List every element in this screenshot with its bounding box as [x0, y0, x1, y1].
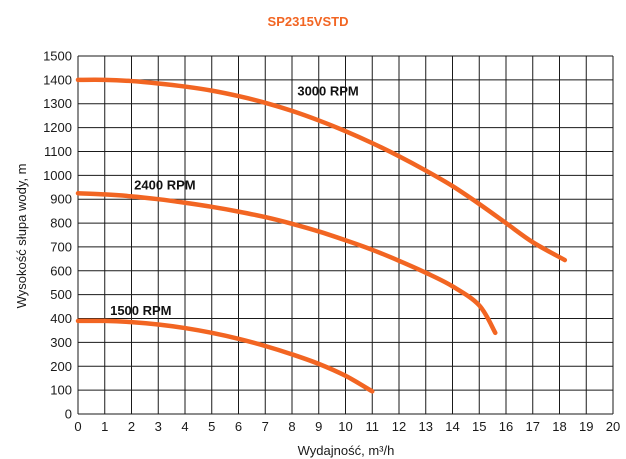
series-label-1500-rpm: 1500 RPM [110, 303, 171, 318]
chart-grid [77, 55, 614, 415]
y-tick-label: 1300 [43, 96, 72, 111]
y-tick-label: 600 [50, 263, 72, 278]
x-axis-ticks: 0 1 2 3 4 5 6 7 8 9 10 11 12 13 14 15 16 17 18 19 20 [74, 419, 620, 434]
x-tick-label: 8 [288, 419, 295, 434]
curve-1500-rpm [75, 318, 375, 394]
y-tick-label: 800 [50, 216, 72, 231]
curve-3000-rpm [75, 77, 568, 263]
x-tick-label: 14 [445, 419, 459, 434]
series-label-2400-rpm: 2400 RPM [134, 178, 195, 193]
x-tick-label: 13 [419, 419, 433, 434]
x-tick-label: 15 [472, 419, 486, 434]
x-tick-label: 3 [155, 419, 162, 434]
y-tick-label: 300 [50, 335, 72, 350]
x-tick-label: 7 [262, 419, 269, 434]
x-tick-label: 9 [315, 419, 322, 434]
y-tick-label: 1000 [43, 168, 72, 183]
x-tick-label: 10 [338, 419, 352, 434]
y-tick-label: 1400 [43, 72, 72, 87]
y-tick-label: 1500 [43, 49, 72, 64]
x-tick-label: 5 [208, 419, 215, 434]
x-tick-label: 18 [552, 419, 566, 434]
x-tick-label: 12 [392, 419, 406, 434]
y-tick-label: 1100 [44, 144, 72, 159]
series-labels: 3000 RPM 2400 RPM 1500 RPM [110, 83, 359, 318]
curve-2400-rpm [75, 190, 498, 336]
chart-title: SP2315VSTD [268, 14, 349, 29]
y-axis-label: Wysokość słupa wody, m [14, 164, 29, 309]
y-tick-label: 1200 [43, 120, 72, 135]
series-label-3000-rpm: 3000 RPM [297, 83, 358, 98]
x-tick-label: 20 [606, 419, 620, 434]
y-tick-label: 100 [50, 383, 72, 398]
x-tick-label: 2 [128, 419, 135, 434]
y-tick-label: 400 [50, 311, 72, 326]
y-tick-label: 700 [50, 239, 72, 254]
x-tick-label: 11 [366, 419, 380, 434]
x-tick-label: 19 [579, 419, 593, 434]
x-tick-label: 1 [101, 419, 108, 434]
x-tick-label: 16 [499, 419, 513, 434]
x-axis-label: Wydajność, m³/h [298, 443, 395, 458]
y-tick-label: 200 [50, 359, 72, 374]
x-tick-label: 4 [181, 419, 188, 434]
y-tick-label: 900 [50, 192, 72, 207]
y-tick-label: 500 [50, 287, 72, 302]
y-axis-ticks: 0 100 200 300 400 500 600 700 800 900 1000 1100 1200… [43, 49, 72, 422]
y-tick-label: 0 [65, 407, 72, 422]
curves [75, 77, 568, 394]
x-tick-label: 6 [235, 419, 242, 434]
x-tick-label: 0 [74, 419, 81, 434]
x-tick-label: 17 [526, 419, 540, 434]
